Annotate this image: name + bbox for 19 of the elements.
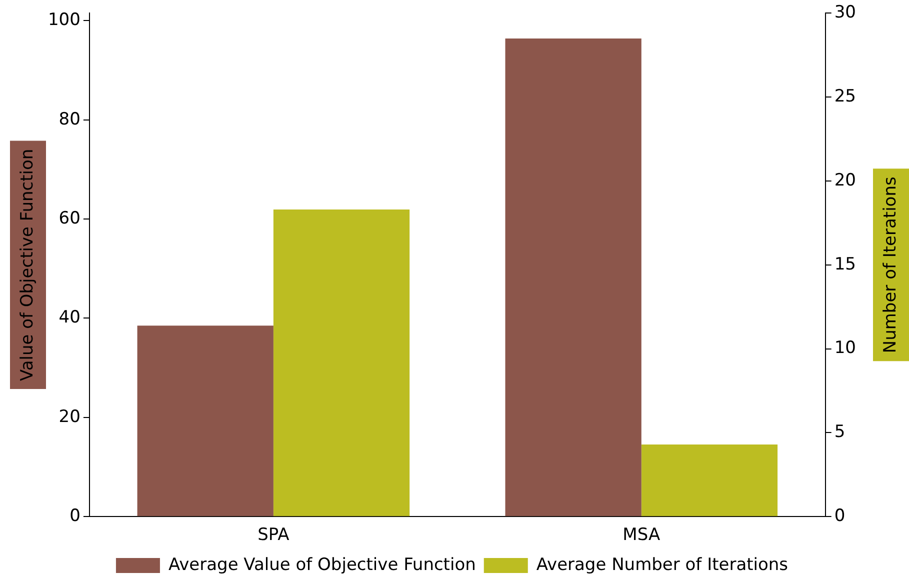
y-tick-label: 60 [58, 208, 80, 228]
y-tick-label: 40 [58, 308, 80, 328]
y2-tick-label: 5 [834, 422, 846, 442]
y2-tick-label: 30 [834, 2, 856, 23]
legend-label: Average Number of Iterations [536, 554, 788, 575]
y2-axis-title: Number of Iterations [880, 176, 900, 354]
y-tick-label: 100 [48, 10, 80, 30]
y2-tick-label: 0 [834, 506, 846, 526]
y2-tick-label: 10 [834, 338, 856, 358]
legend-label: Average Value of Objective Function [168, 554, 476, 575]
x-tick-label: SPA [258, 525, 290, 546]
x-tick-label: MSA [622, 525, 660, 546]
y-tick-label: 20 [58, 406, 80, 427]
y2-tick-label: 25 [834, 86, 856, 107]
y-tick-label: 80 [58, 109, 80, 130]
y-tick-label: 0 [70, 506, 80, 526]
y2-tick-label: 20 [834, 170, 856, 190]
y-axis-title: Value of Objective Function [17, 148, 38, 381]
y2-tick-label: 15 [834, 254, 856, 274]
